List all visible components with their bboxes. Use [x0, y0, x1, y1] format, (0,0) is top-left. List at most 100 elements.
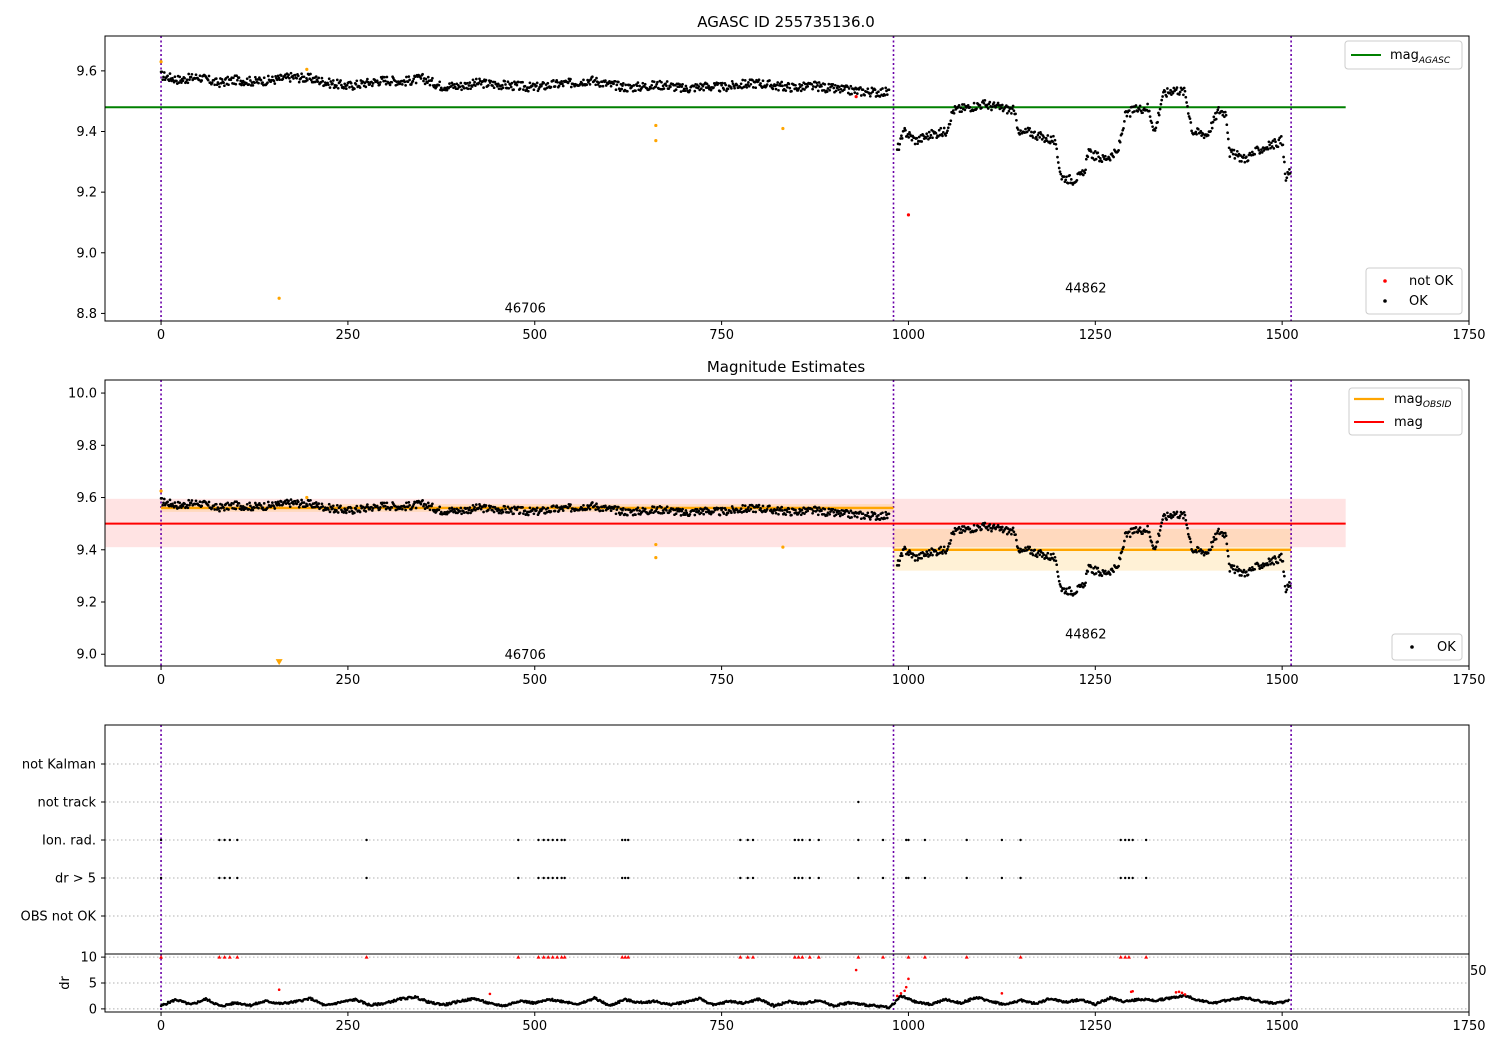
p1-point-ok — [759, 82, 762, 85]
p1-point-ok — [1060, 177, 1064, 181]
p2-point-ok — [702, 512, 706, 516]
p3-row-label: not Kalman — [22, 758, 96, 773]
p1-point-ok — [614, 88, 618, 92]
p2-point-ok — [988, 523, 992, 526]
p2-point-ok — [178, 501, 182, 505]
p2-point-ok — [518, 511, 522, 515]
p1-point-ok — [423, 82, 427, 86]
p1-point-ok — [1157, 113, 1161, 117]
p2-point-ok — [1270, 558, 1273, 561]
p2-point-ok — [660, 506, 663, 509]
p2-point-ok — [739, 507, 743, 511]
p1-point-ok — [1277, 138, 1281, 142]
p2-point-ok — [960, 531, 963, 534]
p2-point-suspect — [654, 556, 658, 560]
p4-dr-outlier — [964, 955, 969, 959]
p1-point-ok — [1057, 166, 1061, 170]
p1-point-ok — [1245, 155, 1248, 159]
p1-point-ok — [828, 88, 832, 92]
p1-point-ok — [1279, 141, 1282, 145]
p3-flag-point — [542, 838, 545, 842]
p2-point-ok — [500, 508, 504, 512]
p2-point-ok — [757, 503, 761, 507]
p1-point-ok — [236, 78, 239, 82]
p1-point-ok — [428, 83, 432, 87]
p1-point-suspect — [654, 139, 658, 143]
p2-point-ok — [376, 506, 380, 510]
p1-point-ok — [1227, 146, 1231, 150]
p1-point-ok — [414, 81, 418, 85]
p2-point-ok — [515, 508, 519, 512]
p1-point-ok — [535, 81, 539, 85]
p1-point-ok — [1030, 130, 1033, 134]
p4-xtick-label: 1250 — [1079, 1019, 1112, 1034]
p2-point-ok — [302, 501, 306, 504]
p1-point-ok — [162, 75, 165, 79]
legend-mag-agasc-label: magAGASC — [1390, 48, 1451, 66]
p1-point-ok — [1288, 172, 1292, 175]
p2-point-ok — [214, 502, 218, 506]
p3-flag-point — [817, 876, 820, 880]
p1-point-ok — [167, 79, 171, 83]
p1-point-ok — [1046, 134, 1050, 137]
p3-flag-point — [801, 876, 804, 880]
p1-point-ok — [972, 101, 976, 105]
p2-point-ok — [517, 505, 520, 509]
p1-point-ok — [853, 91, 857, 94]
p1-point-ok — [863, 93, 866, 97]
p1-point-ok — [1209, 129, 1212, 133]
p2-point-ok — [1188, 537, 1192, 541]
p2-point-ok — [771, 511, 775, 515]
p1-point-ok — [1112, 155, 1115, 159]
p1-point-ok — [421, 72, 424, 76]
p1-point-ok — [850, 92, 853, 96]
p2-point-ok — [1150, 540, 1154, 544]
p1-point-ok — [331, 79, 335, 82]
p1-point-ok — [194, 73, 198, 77]
p1-point-ok — [561, 84, 565, 88]
p1-point-ok — [426, 81, 429, 85]
p1-point-ok — [609, 84, 613, 88]
p2-point-ok — [496, 509, 499, 513]
p1-point-ok — [1283, 172, 1287, 176]
p1-point-ok — [327, 77, 331, 81]
p1-point-ok — [1250, 150, 1254, 154]
p1-point-ok — [336, 86, 340, 90]
p1-point-ok — [339, 79, 342, 82]
p2-point-ok — [678, 508, 682, 511]
p4-dr-outlier — [277, 988, 281, 992]
p1-point-ok — [913, 142, 917, 146]
p2-point-ok — [827, 507, 831, 511]
p2-point-ok — [1065, 587, 1068, 591]
p1-point-ok — [717, 82, 720, 85]
p1-point-ok — [681, 82, 684, 86]
p1-point-ok — [1103, 154, 1107, 158]
p2-point-ok — [983, 521, 987, 525]
p1-point-ok — [1260, 151, 1264, 154]
p1-point-ok — [247, 83, 251, 86]
p2-point-ok — [656, 505, 659, 509]
p3-flag-point — [797, 838, 800, 842]
p2-point-ok — [915, 554, 919, 557]
p1-point-ok — [345, 83, 349, 87]
p4-dr-outlier — [550, 955, 555, 959]
p1-point-ok — [424, 77, 428, 81]
p1-point-ok — [787, 82, 791, 86]
p2-point-ok — [1245, 570, 1248, 574]
p2-point-ok — [553, 509, 557, 513]
p1-point-ok — [730, 87, 733, 90]
panel-flags: not Kalman not track Ion. rad. dr > 5 OBS no… — [21, 724, 1470, 955]
p1-point-ok — [1202, 136, 1206, 140]
p2-point-ok — [473, 505, 476, 509]
p1-ytick-label: 8.8 — [76, 307, 97, 322]
p1-point-ok — [1182, 86, 1186, 90]
p2-point-ok — [745, 510, 749, 514]
p2-point-ok — [474, 508, 477, 512]
p1-point-ok — [968, 105, 972, 109]
p2-point-ok — [1171, 515, 1175, 519]
p1-point-ok — [739, 82, 743, 86]
p1-point-ok — [650, 83, 654, 87]
p2-point-ok — [1253, 567, 1257, 571]
p1-point-ok — [588, 83, 592, 86]
p1-point-ok — [781, 84, 784, 88]
